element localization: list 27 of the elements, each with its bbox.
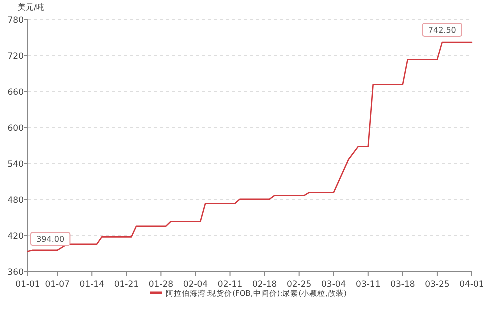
x-tick-label: 01-28 (148, 280, 174, 290)
y-tick-label: 780 (8, 16, 24, 26)
y-axis-title: 美元/吨 (18, 3, 45, 12)
y-tick-label: 720 (8, 52, 24, 62)
y-tick-label: 420 (8, 232, 24, 242)
y-tick-label: 480 (8, 196, 24, 206)
value-label: 394.00 (30, 232, 71, 246)
value-label: 742.50 (422, 23, 462, 37)
x-tick-label: 02-11 (218, 280, 243, 290)
x-tick-label: 03-11 (356, 280, 381, 290)
x-tick-label: 01-07 (45, 280, 70, 290)
data-label: 394.00 (36, 235, 65, 244)
x-tick-label: 03-25 (425, 280, 450, 290)
y-tick-label: 600 (8, 124, 24, 134)
x-tick-label: 02-04 (183, 280, 208, 290)
x-tick-label: 02-25 (286, 280, 312, 290)
y-tick-label: 660 (8, 88, 24, 98)
x-tick-label: 01-01 (16, 280, 40, 290)
x-tick-label: 01-14 (80, 280, 104, 290)
x-tick-label: 03-18 (390, 280, 416, 290)
x-tick-label: 03-04 (322, 280, 346, 290)
y-tick-label: 360 (8, 268, 24, 278)
y-tick-label: 540 (8, 160, 24, 170)
x-tick-label: 01-21 (114, 280, 140, 290)
x-tick-label: 02-18 (252, 280, 278, 290)
data-label: 742.50 (428, 26, 456, 35)
x-tick-label: 04-01 (460, 280, 484, 290)
